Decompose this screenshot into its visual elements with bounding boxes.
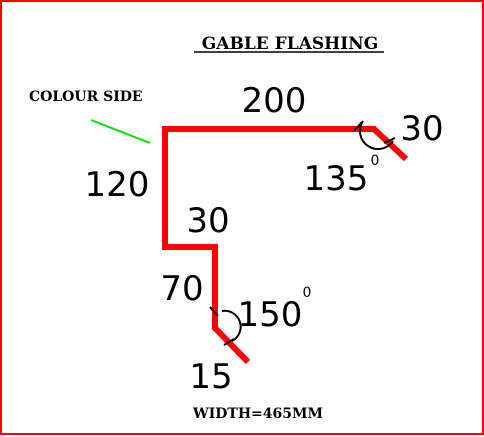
angle-top-degree: 0 (371, 153, 380, 169)
angle-arc-top (358, 120, 394, 150)
diagram-title: GABLE FLASHING (202, 34, 378, 54)
angle-tick-top-a (353, 121, 363, 132)
angle-tick-bottom-b (223, 338, 235, 346)
dimension-step: 30 (186, 201, 229, 241)
colour-side-label: COLOUR SIDE (29, 89, 143, 105)
width-label: WIDTH=465MM (192, 406, 323, 422)
angle-bottom-degree: 0 (303, 285, 312, 301)
angle-arc-bottom (221, 309, 242, 342)
dimension-left-side: 120 (85, 165, 150, 205)
dimension-bottom-return: 15 (189, 357, 232, 397)
angle-tick-top-b (383, 137, 396, 144)
angle-bottom-value: 150 (238, 295, 303, 335)
profile-side-segment (162, 126, 251, 365)
colour-side-marker (90, 119, 151, 144)
dimension-top-return: 30 (400, 109, 443, 149)
profile-top-segment (165, 126, 409, 162)
dimension-lower-side: 70 (160, 269, 203, 309)
angle-top-value: 135 (304, 159, 369, 199)
angle-tick-bottom-a (209, 306, 219, 317)
dimension-top: 200 (242, 81, 307, 121)
